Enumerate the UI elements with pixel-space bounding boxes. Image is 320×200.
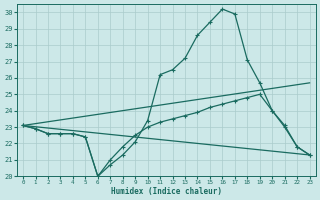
X-axis label: Humidex (Indice chaleur): Humidex (Indice chaleur) bbox=[111, 187, 222, 196]
